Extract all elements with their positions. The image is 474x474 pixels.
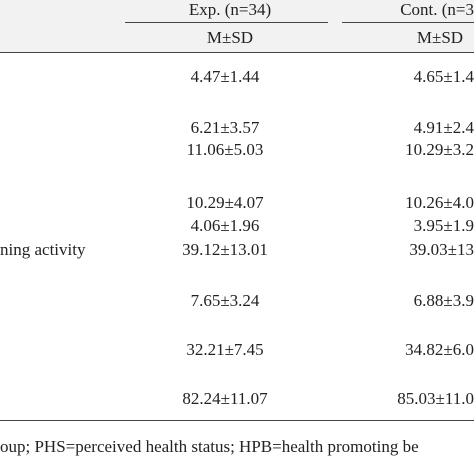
cont-value: 4.91±2.4	[413, 118, 474, 137]
cont-value: 34.82±6.0	[405, 340, 474, 359]
exp-value: 6.21±3.57	[190, 118, 260, 137]
cont-value: 3.95±1.9	[413, 216, 474, 235]
exp-value: 7.65±3.24	[190, 291, 260, 310]
exp-value: 39.12±13.01	[182, 240, 268, 259]
exp-value: 4.47±1.44	[190, 67, 260, 86]
exp-value: 4.06±1.96	[190, 216, 260, 235]
exp-value: 32.21±7.45	[186, 340, 264, 359]
cont-value: 39.03±13	[409, 240, 474, 259]
column-subheader: M±SD	[206, 28, 254, 47]
header-background	[0, 0, 474, 52]
cont-value: 10.26±4.0	[405, 193, 474, 212]
cont-value: 4.65±1.4	[413, 67, 474, 86]
rule	[342, 22, 474, 23]
cont-value: 85.03±11.0	[397, 389, 474, 408]
rule	[0, 420, 474, 421]
exp-value: 10.29±4.07	[186, 193, 264, 212]
footnote: oup; PHS=perceived health status; HPB=he…	[0, 437, 419, 456]
rule	[0, 52, 474, 53]
rule	[125, 22, 328, 23]
cont-value: 6.88±3.9	[413, 291, 474, 310]
cont-value: 10.29±3.2	[405, 140, 474, 159]
exp-value: 11.06±5.03	[186, 140, 264, 159]
exp-value: 82.24±11.07	[182, 389, 268, 408]
column-header: Cont. (n=3	[400, 0, 474, 19]
column-header: Exp. (n=34)	[188, 0, 272, 19]
column-subheader: M±SD	[416, 28, 464, 47]
row-label: ning activity	[0, 240, 86, 259]
